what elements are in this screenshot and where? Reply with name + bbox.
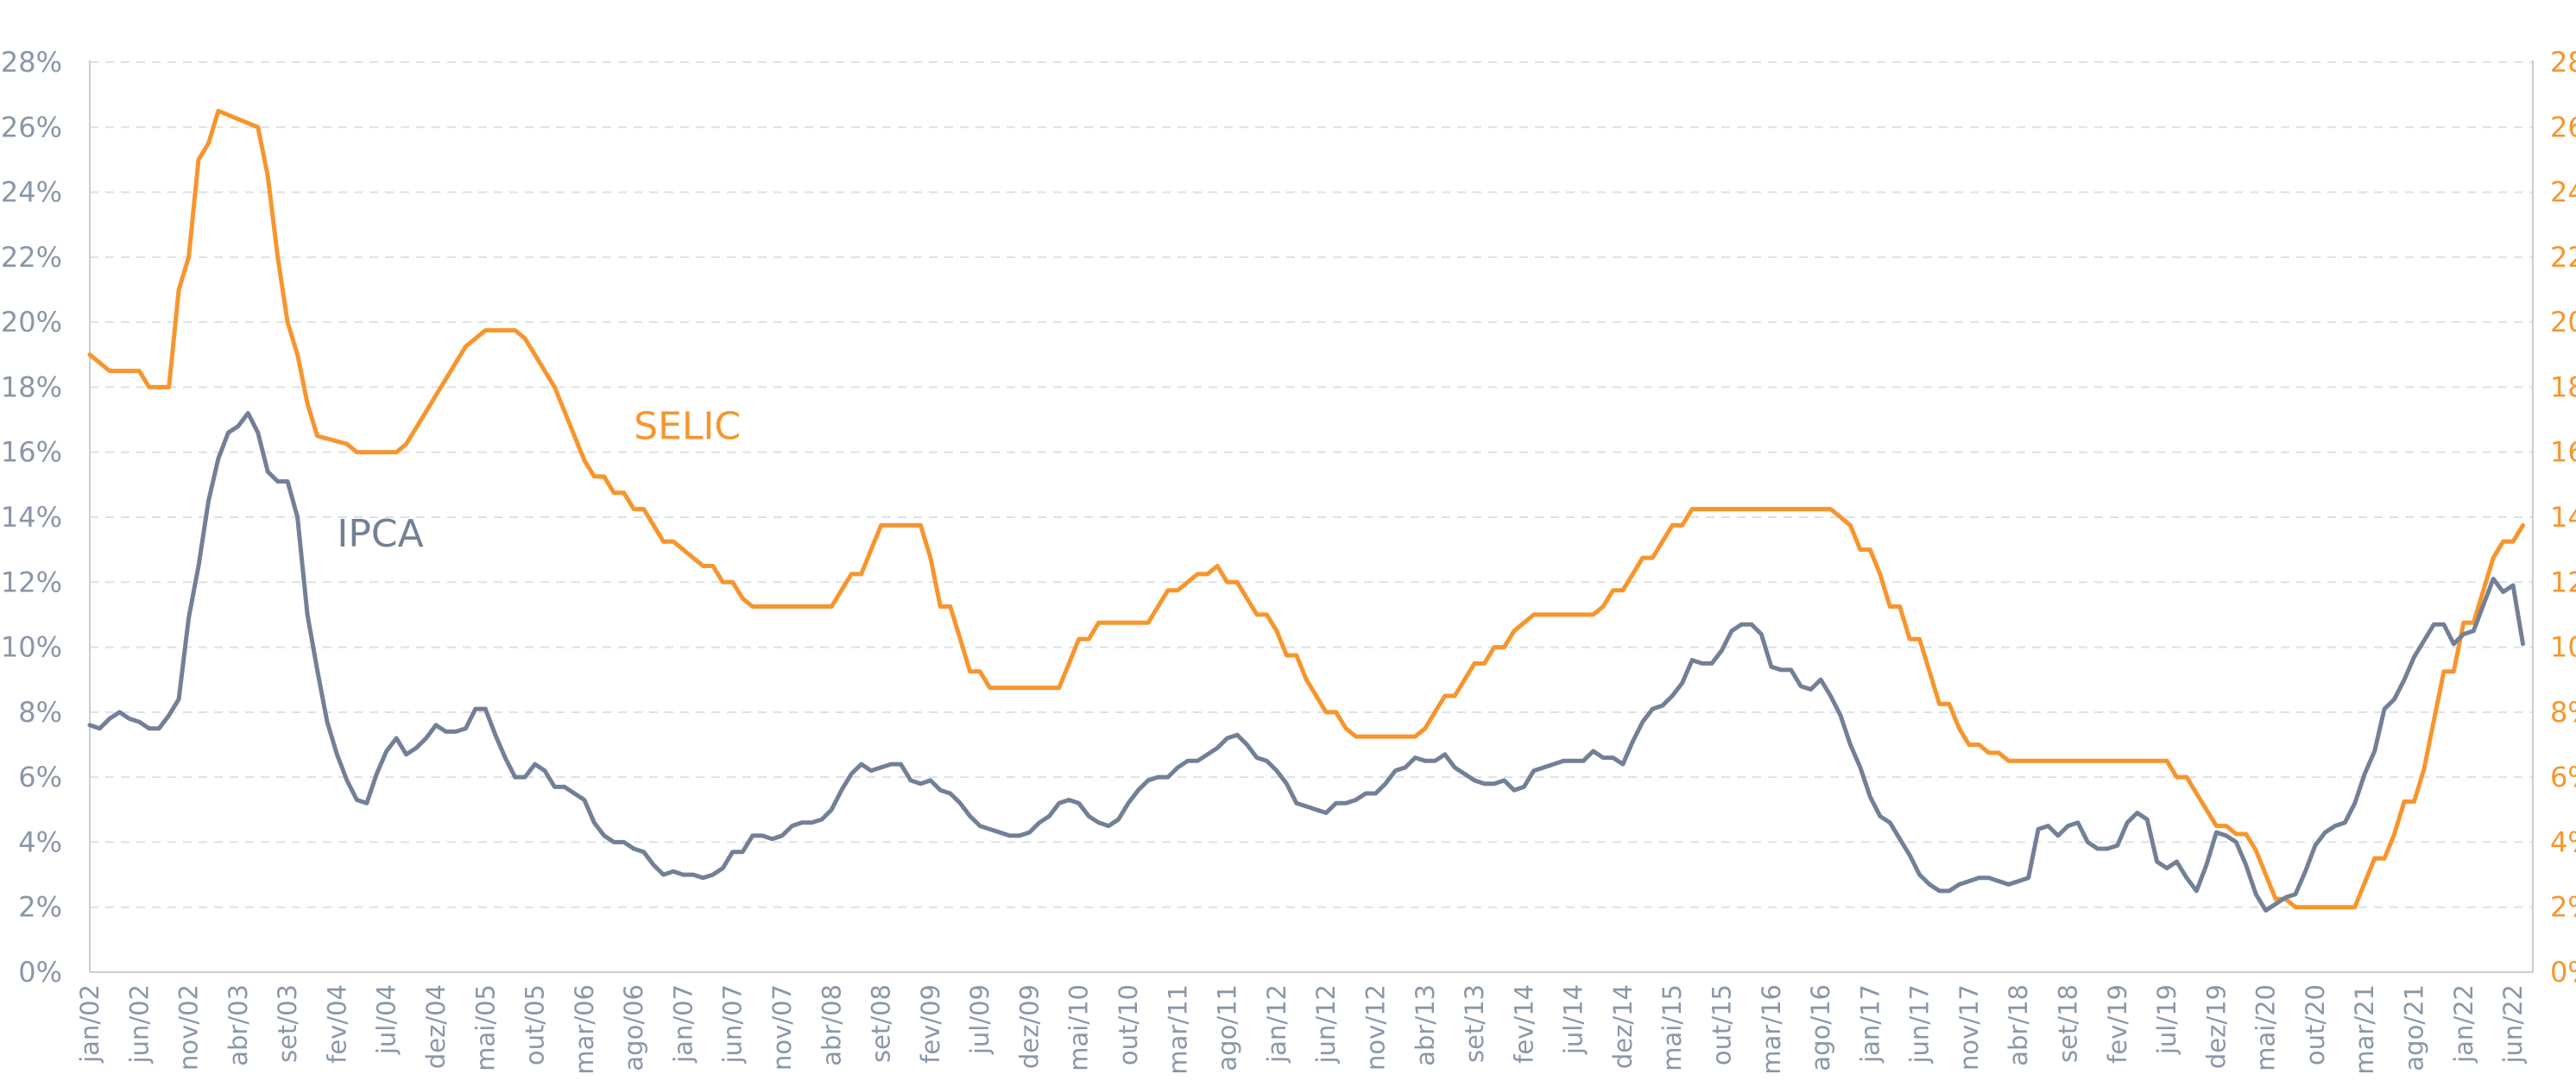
x-tick-label: mar/11 bbox=[1163, 984, 1192, 1075]
x-tick-label: fev/09 bbox=[916, 984, 945, 1064]
y-left-tick-label: 20% bbox=[1, 306, 62, 338]
y-left-tick-label: 2% bbox=[18, 891, 62, 924]
x-tick-label: fev/14 bbox=[1509, 984, 1538, 1064]
y-right-tick-label: 8% bbox=[2550, 696, 2576, 729]
gridlines bbox=[90, 61, 2533, 908]
x-tick-label: ago/11 bbox=[1213, 984, 1242, 1071]
y-left-tick-label: 6% bbox=[18, 761, 62, 793]
x-tick-label: jul/14 bbox=[1559, 984, 1588, 1055]
x-tick-label: jan/22 bbox=[2449, 984, 2478, 1064]
x-tick-label: abr/03 bbox=[224, 984, 253, 1066]
x-tick-label: ago/21 bbox=[2400, 984, 2429, 1071]
x-tick-label: dez/14 bbox=[1608, 984, 1638, 1069]
y-left-tick-label: 26% bbox=[1, 111, 62, 143]
x-tick-label: mai/20 bbox=[2251, 984, 2281, 1071]
y-left-tick-label: 8% bbox=[18, 696, 62, 729]
x-tick-label: jun/17 bbox=[1905, 984, 1935, 1065]
x-tick-label: abr/18 bbox=[2004, 984, 2033, 1066]
y-left-tick-label: 12% bbox=[1, 566, 62, 598]
y-left-tick-label: 28% bbox=[1, 46, 62, 79]
axes bbox=[89, 60, 2534, 973]
y-left-tick-label: 18% bbox=[1, 370, 62, 403]
y-left-tick-label: 4% bbox=[18, 825, 62, 858]
x-tick-label: mar/16 bbox=[1757, 984, 1786, 1075]
y-right-tick-label: 10% bbox=[2550, 631, 2576, 664]
x-tick-label: out/05 bbox=[521, 984, 550, 1065]
x-tick-label: out/20 bbox=[2301, 984, 2330, 1065]
x-tick-label: jun/22 bbox=[2498, 984, 2528, 1065]
x-tick-label: dez/19 bbox=[2201, 984, 2231, 1069]
x-tick-label: abr/13 bbox=[1411, 984, 1440, 1066]
y-right-tick-label: 28% bbox=[2550, 46, 2576, 79]
x-tick-label: set/13 bbox=[1460, 984, 1489, 1063]
y-right-tick-label: 22% bbox=[2550, 241, 2576, 274]
y-right-tick-label: 26% bbox=[2550, 111, 2576, 143]
x-tick-label: nov/12 bbox=[1361, 984, 1390, 1071]
x-tick-label: jan/07 bbox=[668, 984, 698, 1064]
y-right-tick-label: 0% bbox=[2550, 956, 2576, 989]
x-tick-label: jan/12 bbox=[1262, 984, 1291, 1064]
x-tick-label: dez/04 bbox=[421, 984, 451, 1069]
x-tick-label: out/15 bbox=[1707, 984, 1736, 1065]
y-right-tick-label: 20% bbox=[2550, 306, 2576, 338]
x-tick-label: nov/17 bbox=[1954, 984, 1984, 1071]
x-tick-label: jan/02 bbox=[75, 984, 104, 1064]
y-left-tick-label: 14% bbox=[1, 501, 62, 534]
x-tick-label: set/03 bbox=[273, 984, 302, 1063]
y-axis-right-ticks: 0% 2% 4% 6% 8% 10% 12% 14% 16% 18% 20% 22% 24% 26% 28% bbox=[2550, 46, 2576, 989]
x-tick-label: mai/15 bbox=[1657, 984, 1687, 1071]
x-tick-label: jul/04 bbox=[372, 984, 401, 1055]
x-tick-label: jul/09 bbox=[965, 984, 994, 1055]
series-line-selic bbox=[87, 109, 2525, 910]
x-tick-label: set/08 bbox=[867, 984, 896, 1063]
y-right-tick-label: 6% bbox=[2550, 761, 2576, 793]
x-tick-label: fev/19 bbox=[2103, 984, 2132, 1064]
x-tick-label: mai/05 bbox=[470, 984, 500, 1071]
x-tick-label: mar/06 bbox=[570, 984, 599, 1075]
x-tick-label: jun/12 bbox=[1311, 984, 1341, 1065]
series bbox=[87, 109, 2525, 913]
y-axis-left-ticks: 0% 2% 4% 6% 8% 10% 12% 14% 16% 18% 20% 22% 24% 26% 28% bbox=[1, 46, 62, 989]
y-left-tick-label: 22% bbox=[1, 241, 62, 274]
y-right-tick-label: 4% bbox=[2550, 825, 2576, 858]
y-left-tick-label: 10% bbox=[1, 631, 62, 664]
series-line-ipca bbox=[87, 411, 2525, 913]
x-tick-label: jul/19 bbox=[2152, 984, 2181, 1055]
y-right-tick-label: 16% bbox=[2550, 436, 2576, 469]
x-axis-ticks: jan/02 jun/02 nov/02 abr/03 set/03 fev/04 jul/… bbox=[75, 984, 2528, 1075]
x-tick-label: out/10 bbox=[1114, 984, 1143, 1065]
x-tick-label: mar/21 bbox=[2350, 984, 2379, 1075]
x-tick-label: ago/16 bbox=[1806, 984, 1835, 1071]
y-right-tick-label: 12% bbox=[2550, 566, 2576, 598]
x-tick-label: nov/02 bbox=[174, 984, 204, 1071]
x-tick-label: fev/04 bbox=[322, 984, 351, 1064]
y-left-tick-label: 0% bbox=[18, 956, 62, 989]
x-tick-label: nov/07 bbox=[767, 984, 797, 1071]
x-tick-label: jun/02 bbox=[124, 984, 154, 1065]
y-right-tick-label: 18% bbox=[2550, 370, 2576, 403]
series-label-selic: SELIC bbox=[634, 405, 741, 449]
y-right-tick-label: 14% bbox=[2550, 501, 2576, 534]
x-tick-label: set/18 bbox=[2053, 984, 2082, 1063]
x-tick-label: jun/07 bbox=[718, 984, 748, 1065]
series-label-ipca: IPCA bbox=[337, 512, 423, 556]
x-tick-label: jan/17 bbox=[1855, 984, 1885, 1064]
y-right-tick-label: 24% bbox=[2550, 176, 2576, 209]
y-left-tick-label: 16% bbox=[1, 436, 62, 469]
x-tick-label: abr/08 bbox=[817, 984, 846, 1066]
y-left-tick-label: 24% bbox=[1, 176, 62, 209]
annotations: SELIC IPCA bbox=[337, 405, 741, 556]
x-tick-label: ago/06 bbox=[619, 984, 648, 1071]
x-tick-label: dez/09 bbox=[1014, 984, 1044, 1069]
x-tick-label: mai/10 bbox=[1064, 984, 1094, 1071]
y-right-tick-label: 2% bbox=[2550, 891, 2576, 924]
